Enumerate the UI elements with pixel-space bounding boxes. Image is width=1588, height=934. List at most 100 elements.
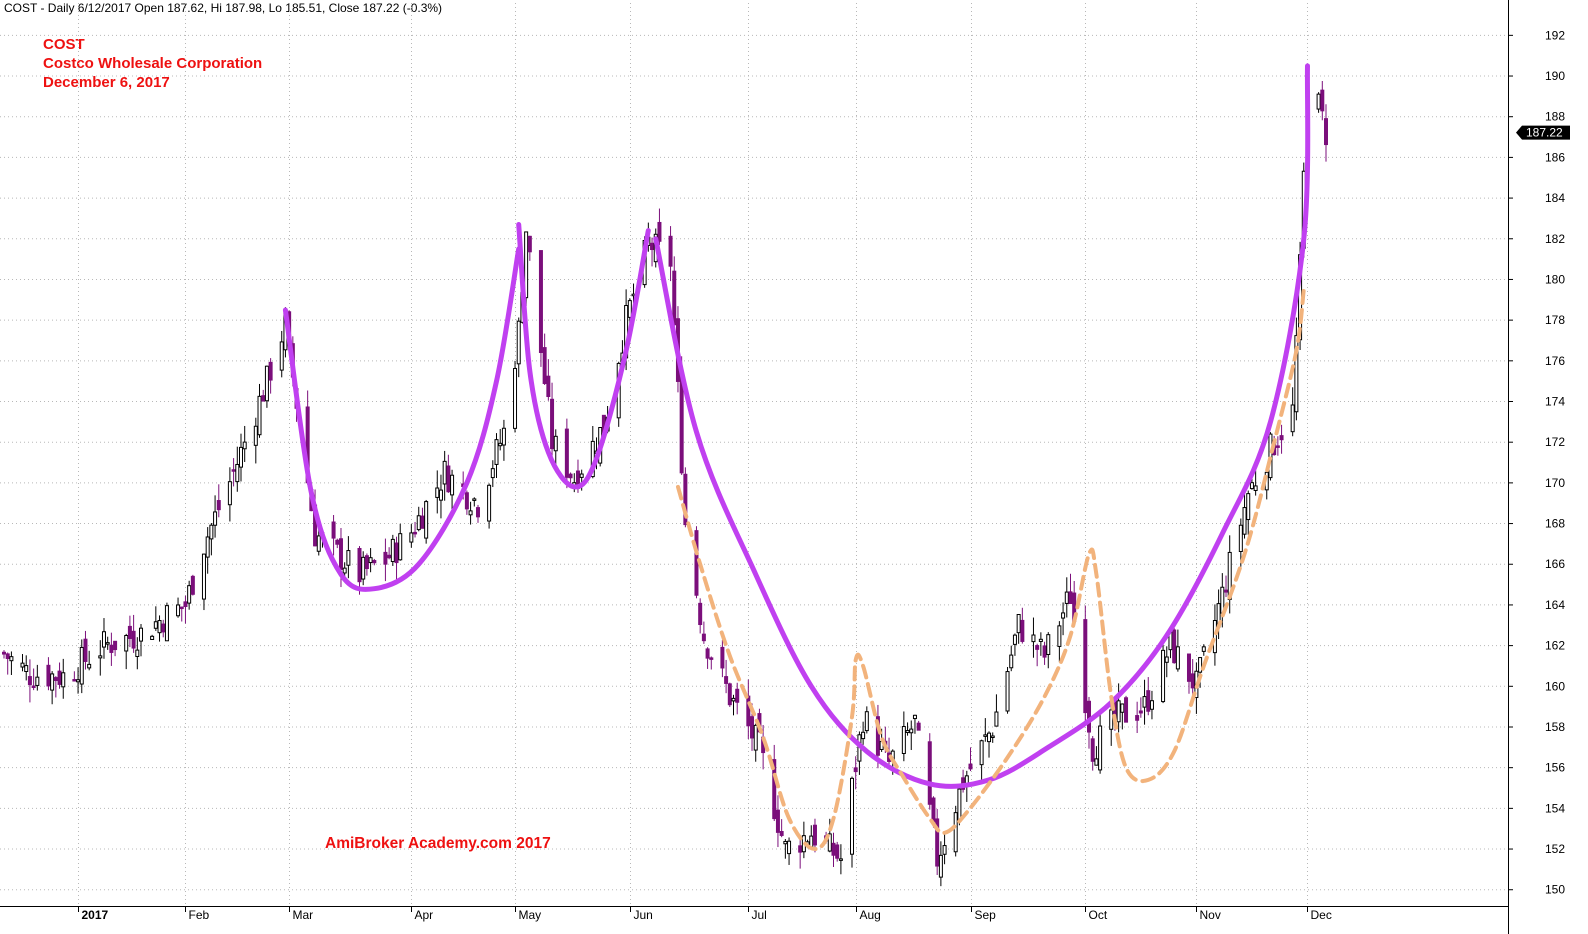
candle-body <box>912 714 917 720</box>
y-tick-label: 170 <box>1545 476 1565 490</box>
candle-body <box>494 439 499 465</box>
candle-body <box>372 560 377 564</box>
x-tick-label: Feb <box>189 908 210 922</box>
candle-body <box>205 536 210 558</box>
y-tick-label: 178 <box>1545 313 1565 327</box>
y-tick-label: 182 <box>1545 232 1565 246</box>
candle-body <box>450 474 455 496</box>
candle-body <box>1268 433 1273 479</box>
candle-body <box>779 830 784 836</box>
candle-body <box>164 605 169 642</box>
candle-body <box>783 840 788 845</box>
candle-body <box>76 679 81 683</box>
candle-body <box>105 642 110 645</box>
candle-body <box>87 663 92 669</box>
candle-body <box>346 550 351 566</box>
candle-body <box>1064 591 1069 604</box>
candle-body <box>31 685 36 688</box>
candle-body <box>394 542 399 564</box>
candle-body <box>701 633 706 642</box>
grid <box>0 3 1508 906</box>
candle-body <box>268 361 273 381</box>
candle-body <box>679 373 684 474</box>
candle-body <box>79 646 84 685</box>
candle-body <box>987 732 992 743</box>
candle-body <box>53 677 58 682</box>
candle-body <box>1083 619 1088 714</box>
candle-body <box>383 551 388 565</box>
candle-body <box>109 644 114 653</box>
candle-body <box>1068 591 1073 605</box>
candle-body <box>316 535 321 552</box>
y-tick-label: 176 <box>1545 354 1565 368</box>
candle-body <box>1020 619 1025 642</box>
x-tick-label: Oct <box>1089 908 1108 922</box>
annotation-date: December 6, 2017 <box>43 74 170 91</box>
pattern-curves <box>282 63 1311 852</box>
candle-body <box>157 620 162 634</box>
candle-body <box>864 711 869 732</box>
candle-body <box>464 492 469 510</box>
candle-body <box>209 524 214 540</box>
candle-body <box>735 688 740 703</box>
candle-body <box>150 635 155 640</box>
y-tick-label: 190 <box>1545 69 1565 83</box>
candle-body <box>875 716 880 756</box>
y-tick-label: 160 <box>1545 679 1565 693</box>
candle-body <box>161 623 166 633</box>
candle-body <box>1149 700 1154 710</box>
candle-body <box>409 532 414 543</box>
candle-body <box>1316 93 1321 110</box>
symbol-header: COST - Daily 6/12/2017 Open 187.62, Hi 1… <box>4 1 443 15</box>
candle-body <box>153 621 158 629</box>
candle-body <box>1046 634 1051 655</box>
candle-body <box>1005 671 1010 712</box>
candle-body <box>83 638 88 662</box>
candle-body <box>424 501 429 539</box>
candle-body <box>1246 493 1251 521</box>
candle-body <box>364 555 369 570</box>
main-curve <box>282 246 522 592</box>
candle-body <box>1035 645 1040 650</box>
candle-body <box>1135 715 1140 721</box>
candle-body <box>724 676 729 684</box>
candle-body <box>187 585 192 604</box>
candle-body <box>27 676 32 686</box>
y-tick-label: 188 <box>1545 110 1565 124</box>
candle-body <box>942 845 947 855</box>
candle-body <box>9 656 14 662</box>
candle-body <box>568 473 573 479</box>
candle-body <box>1124 697 1129 723</box>
candle-body <box>1249 482 1254 490</box>
y-tick-label: 184 <box>1545 191 1565 205</box>
candle-body <box>416 515 421 531</box>
candle-body <box>850 777 855 855</box>
main-curve <box>653 63 1311 789</box>
candle-body <box>331 521 336 539</box>
candle-body <box>176 604 181 617</box>
candle-body <box>253 425 258 446</box>
candle-body <box>1120 703 1125 713</box>
candle-body <box>812 824 817 846</box>
candle-body <box>472 498 477 501</box>
candle-body <box>216 500 221 511</box>
candle-body <box>835 844 840 859</box>
candle-body <box>498 442 503 447</box>
candle-body <box>542 347 547 384</box>
candle-body <box>2 651 6 655</box>
candle-body <box>342 567 347 574</box>
candle-body <box>1161 649 1166 703</box>
y-tick-label: 180 <box>1545 272 1565 286</box>
candle-body <box>746 695 751 727</box>
y-tick-label: 164 <box>1545 598 1565 612</box>
candle-body <box>938 854 943 878</box>
candle-body <box>190 575 195 595</box>
candle-body <box>5 653 10 660</box>
candle-body <box>1253 485 1258 491</box>
candle-body <box>279 341 284 371</box>
candle-body <box>139 627 144 642</box>
candle-body <box>1320 89 1325 112</box>
candle-body <box>1012 634 1017 645</box>
